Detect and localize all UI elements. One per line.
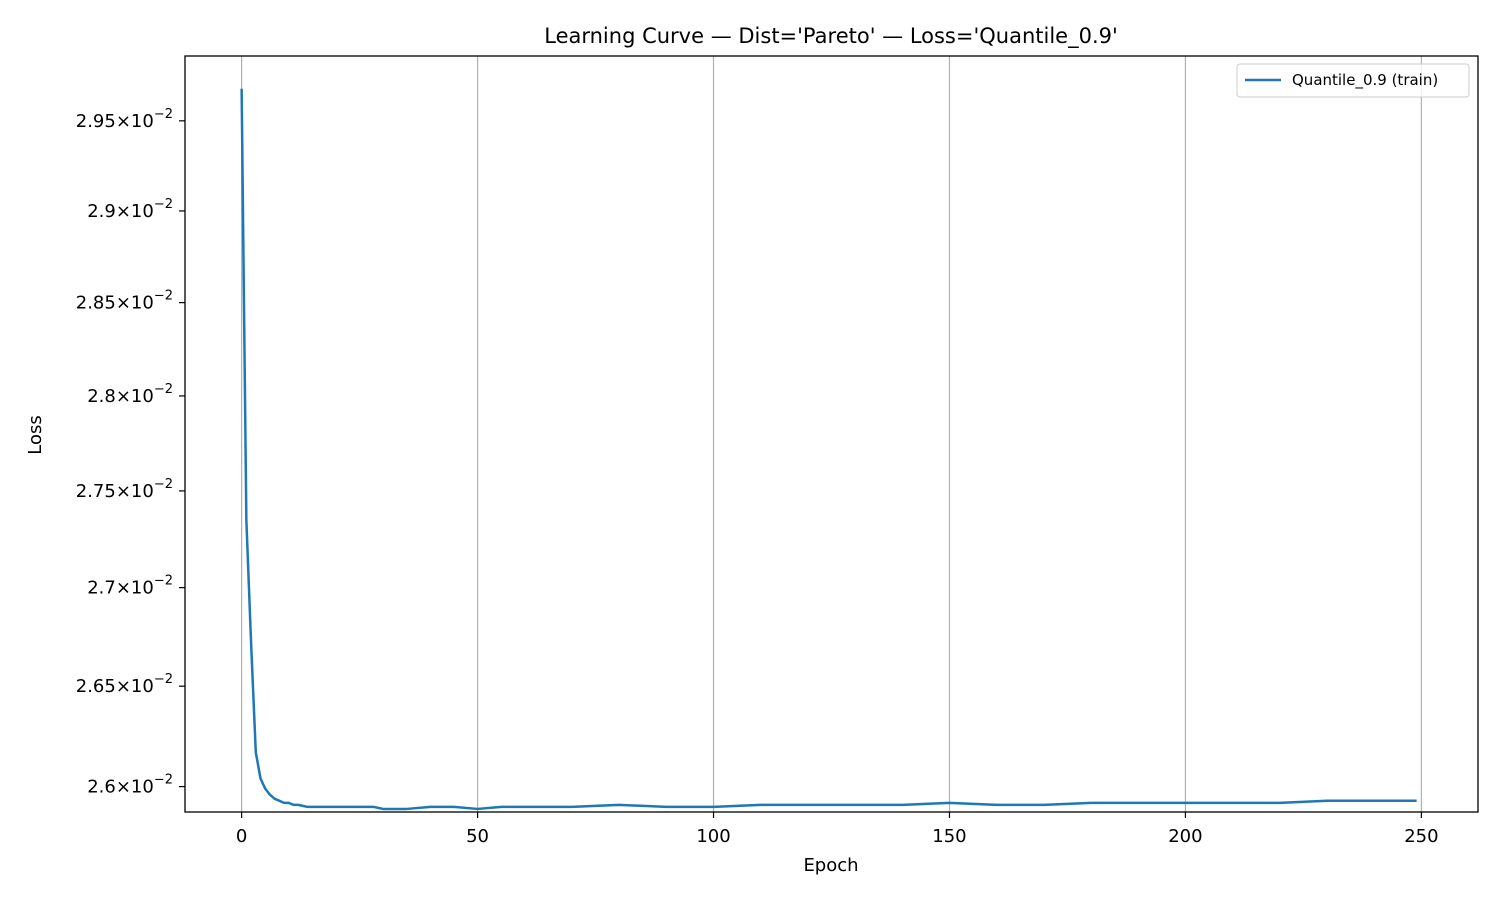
y-tick-label: 2.85×10−2 [76,289,173,314]
x-tick-label: 150 [932,826,966,847]
x-tick-label: 50 [466,826,489,847]
legend-box [1236,63,1470,98]
x-tick-label: 200 [1168,826,1202,847]
plot-area-frame [184,55,1479,813]
legend-label-quantile-train: Quantile_0.9 (train) [1292,71,1438,90]
y-tick-label: 2.65×10−2 [76,672,173,697]
x-tick-label: 100 [696,826,730,847]
y-tick-label: 2.6×10−2 [87,773,173,798]
x-axis-label: Epoch [803,855,858,876]
y-tick-label: 2.75×10−2 [76,477,173,502]
chart-title: Learning Curve — Dist='Pareto' — Loss='Q… [544,24,1118,49]
y-axis-label: Loss [25,415,46,454]
y-tick-label: 2.95×10−2 [76,107,173,132]
series-layer [240,88,1417,811]
y-tick-label: 2.8×10−2 [87,382,173,407]
grid-layer [241,56,1422,812]
x-tick-label: 250 [1404,826,1438,847]
y-axis: 2.95×10−2 2.9×10−2 2.85×10−2 2.8×10−2 2.75×1… [76,107,185,798]
x-axis: 0 50 100 150 200 250 [236,812,1439,847]
y-tick-label: 2.7×10−2 [87,574,173,599]
y-tick-label: 2.9×10−2 [87,197,173,222]
x-tick-label: 0 [236,826,247,847]
series-line-0 [240,88,1417,811]
legend: Quantile_0.9 (train) [1236,63,1470,98]
